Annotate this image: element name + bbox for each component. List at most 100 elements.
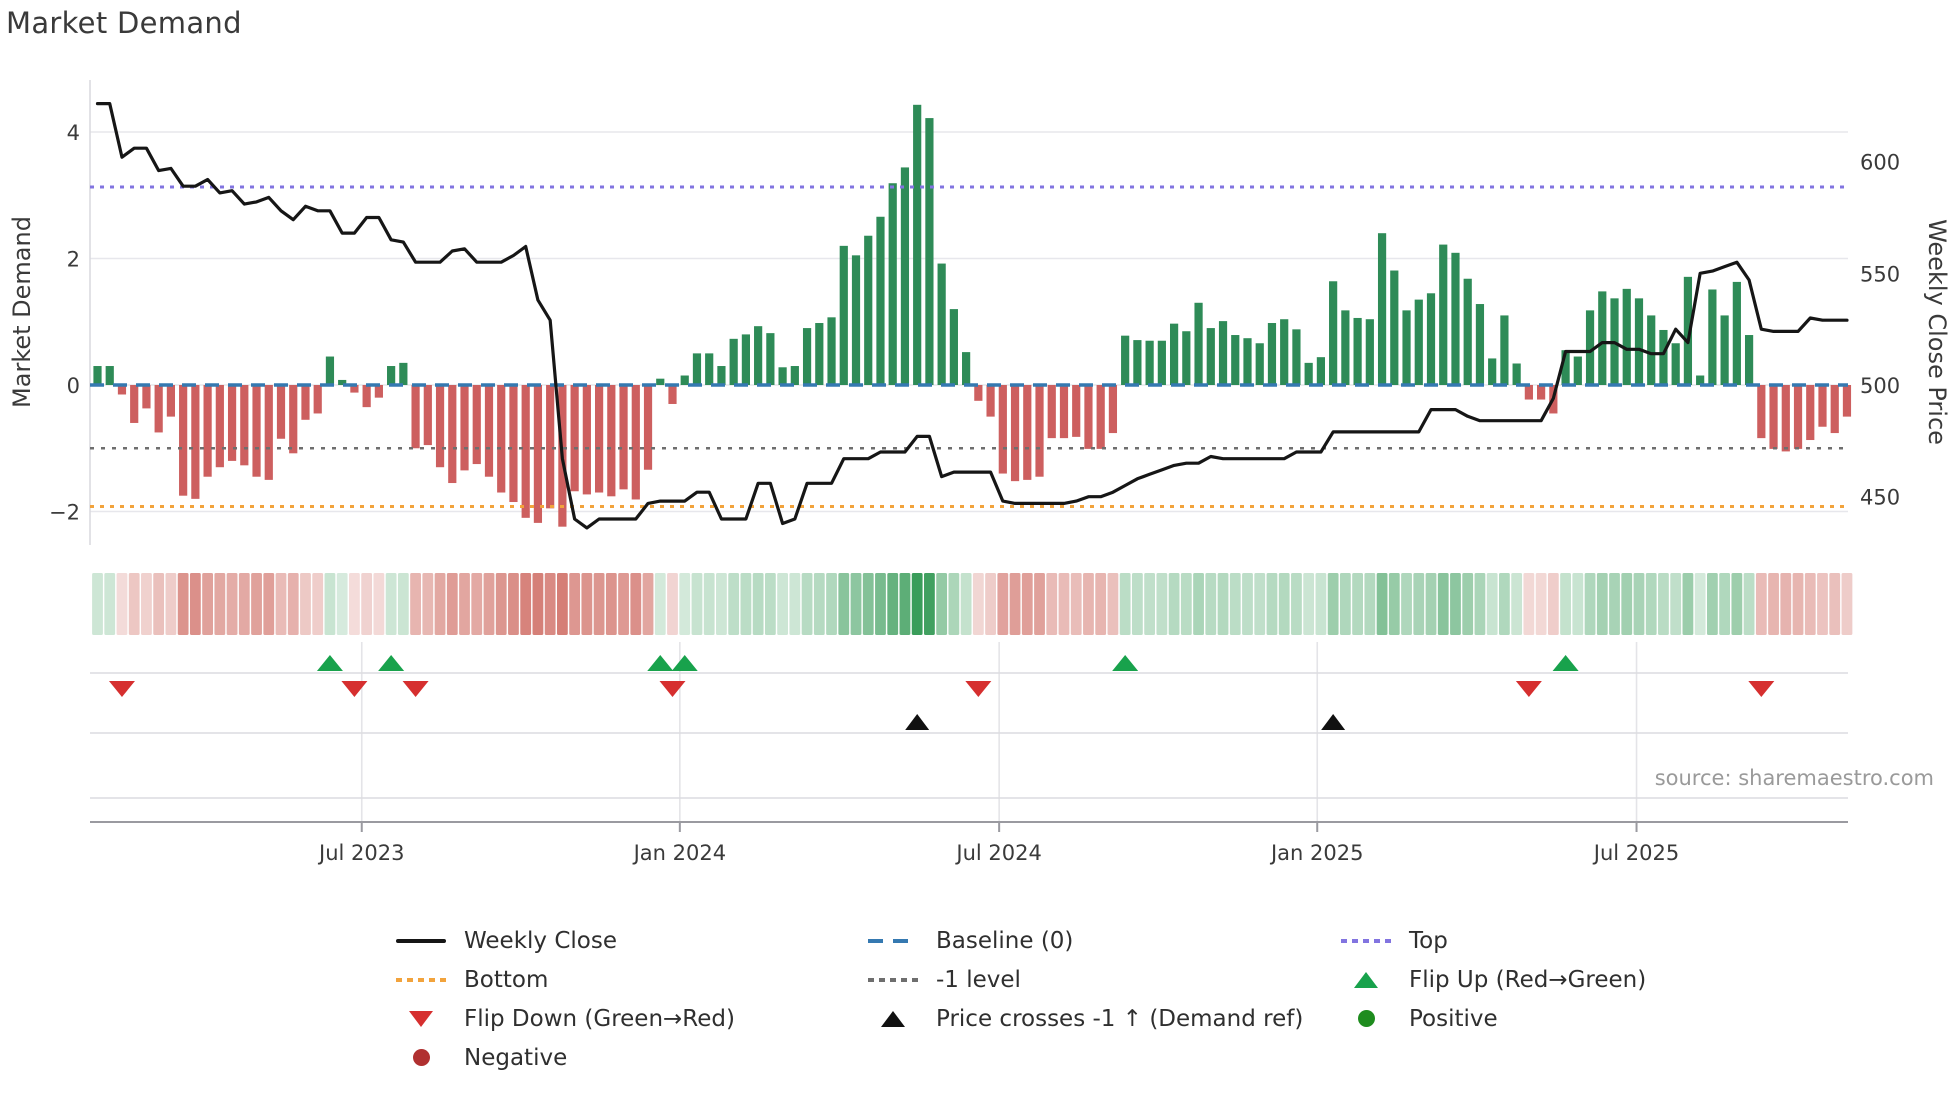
heatmap-cell — [1755, 573, 1767, 635]
heatmap-cell — [1658, 573, 1669, 635]
dots-swatch-icon — [868, 977, 918, 982]
heatmap-cell — [1083, 573, 1094, 635]
x-axis-tick-label: Jan 2025 — [1269, 841, 1364, 865]
demand-bar — [154, 385, 163, 433]
heatmap-cell — [556, 573, 568, 635]
demand-bar — [741, 334, 751, 385]
heatmap-cell — [1229, 573, 1241, 635]
demand-bar — [1353, 317, 1362, 385]
demand-bar — [1781, 385, 1790, 452]
heatmap-cell — [471, 573, 483, 635]
demand-bar — [1439, 244, 1448, 385]
demand-bar — [1475, 304, 1485, 385]
heatmap-cell — [128, 573, 140, 635]
heatmap-cell — [1621, 573, 1633, 635]
left-axis-tick-label: −2 — [49, 501, 80, 525]
demand-bar — [1573, 356, 1582, 385]
heatmap-cell — [1804, 573, 1816, 635]
heatmap-cell — [263, 573, 275, 635]
demand-bar — [1023, 385, 1032, 480]
demand-bar — [264, 385, 273, 480]
heatmap-cell — [1792, 573, 1804, 635]
demand-bar — [1647, 315, 1656, 385]
demand-bar — [1059, 385, 1069, 439]
legend-swatch-box — [390, 1010, 452, 1027]
demand-bar — [374, 385, 383, 398]
demand-bar — [778, 367, 787, 385]
heatmap-cell — [679, 573, 691, 635]
heatmap-cell — [1535, 573, 1547, 635]
demand-bar — [1010, 385, 1020, 482]
demand-bar — [521, 385, 530, 518]
demand-bar — [411, 385, 420, 449]
legend-item: Positive — [1335, 999, 1646, 1038]
demand-bar — [301, 385, 310, 420]
heatmap-cell — [1021, 573, 1033, 635]
circle-swatch-icon — [412, 1049, 430, 1066]
legend-column: Baseline (0) -1 level Price crosses -1 ↑ (… — [862, 921, 1303, 1038]
legend-label: Flip Up (Red→Green) — [1409, 966, 1647, 993]
demand-bar — [1280, 319, 1289, 385]
demand-bar — [240, 385, 249, 466]
demand-bar — [1096, 385, 1105, 449]
heatmap-cell — [1119, 573, 1131, 635]
demand-bar — [643, 385, 653, 470]
demand-bar — [594, 385, 604, 493]
heatmap-cell — [1401, 573, 1412, 635]
heatmap-cell — [422, 573, 434, 635]
legend-swatch-box — [862, 977, 924, 982]
heatmap-cell — [189, 573, 201, 635]
heatmap-cell — [336, 573, 348, 635]
demand-bar — [1463, 278, 1472, 385]
heatmap-cell — [349, 573, 360, 635]
demand-bar — [827, 317, 836, 385]
demand-bar — [1683, 276, 1693, 385]
flip-up-marker — [647, 655, 674, 671]
price-cross-marker — [905, 714, 930, 730]
demand-bar — [252, 385, 261, 477]
legend-label: Price crosses -1 ↑ (Demand ref) — [936, 1005, 1304, 1032]
demand-bar — [802, 328, 812, 385]
tri-up-swatch-icon — [1354, 971, 1378, 988]
demand-bar — [925, 118, 934, 386]
demand-bar — [1732, 281, 1741, 385]
heatmap-cell — [1339, 573, 1351, 635]
heatmap-cell — [764, 573, 776, 635]
heatmap-cell — [1291, 573, 1302, 635]
legend-item: Price crosses -1 ↑ (Demand ref) — [862, 999, 1303, 1038]
heatmap-cell — [410, 573, 421, 635]
demand-bar — [607, 385, 616, 497]
heatmap-cell — [997, 573, 1009, 635]
demand-bar — [448, 385, 457, 484]
heatmap-cell — [618, 573, 629, 635]
heatmap-cell — [1278, 573, 1290, 635]
demand-bar — [974, 385, 983, 401]
heatmap-cell — [1682, 573, 1694, 635]
heatmap-cell — [385, 573, 397, 635]
heatmap-cell — [495, 573, 507, 635]
heatmap-cell — [1095, 573, 1107, 635]
demand-bar — [1035, 385, 1044, 477]
demand-bar — [888, 183, 897, 385]
heatmap-cell — [226, 573, 238, 635]
flip-down-marker — [108, 681, 135, 697]
heatmap-cell — [1327, 573, 1339, 635]
demand-bar — [1708, 289, 1717, 385]
demand-bar — [1793, 385, 1803, 449]
legend-label: -1 level — [936, 966, 1021, 993]
heatmap-cell — [1829, 573, 1841, 635]
heatmap-cell — [275, 573, 287, 635]
demand-bar — [1769, 385, 1778, 449]
heatmap-cell — [777, 573, 789, 635]
heatmap-cell — [544, 573, 556, 635]
demand-bar — [1634, 298, 1644, 385]
flip-down-marker — [659, 681, 686, 697]
demand-bar — [949, 309, 958, 385]
heatmap-cell — [862, 573, 874, 635]
legend-item: Top — [1335, 921, 1646, 960]
heatmap-cell — [703, 573, 715, 635]
heatmap-cell — [1780, 573, 1792, 635]
heatmap-cell — [1315, 573, 1327, 635]
right-axis-tick-label: 450 — [1860, 486, 1900, 510]
